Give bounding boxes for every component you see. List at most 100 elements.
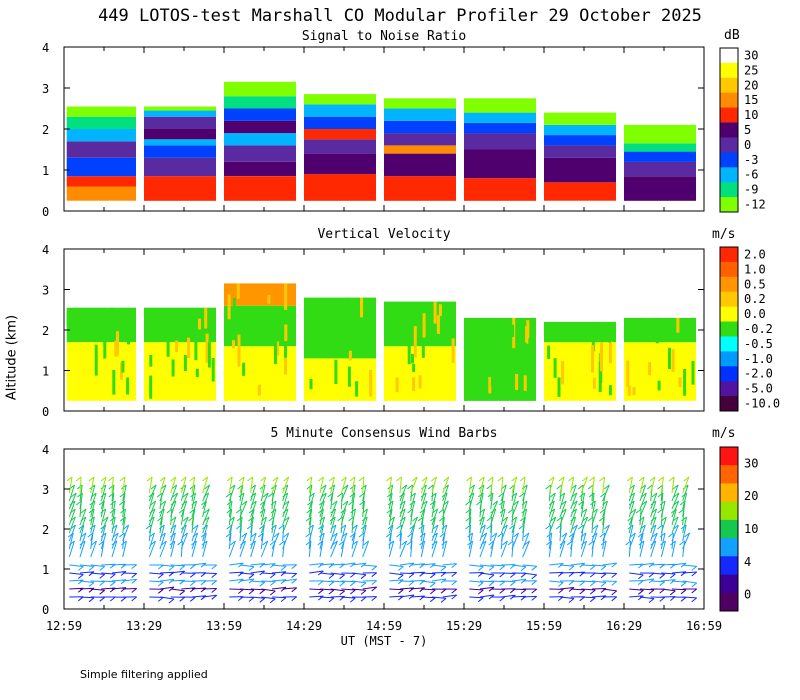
wind-barb-flag-41-12 [603, 484, 610, 490]
wind-barb-7-0 [159, 596, 175, 600]
wind-barb-29-10 [442, 500, 449, 518]
wind-barb-flag-44-2 [659, 581, 666, 587]
wind-barb-8-1 [170, 588, 185, 592]
wind-barb-43-2 [639, 578, 655, 582]
wind-barb-flag-42-5 [625, 540, 631, 546]
wind-barb-32-10 [490, 500, 499, 518]
wind-barb-flag-40-13 [589, 476, 595, 482]
wind-barb-17-8 [282, 516, 290, 534]
wind-barb-44-11 [650, 492, 658, 510]
wind-barb-flag-8-0 [179, 596, 186, 602]
wind-barb-12-4 [229, 562, 244, 566]
wind-barb-1-11 [79, 492, 83, 510]
wind-barb-flag-1-0 [88, 597, 95, 603]
wind-barb-34-5 [511, 540, 514, 558]
wind-barb-14-2 [250, 580, 265, 583]
vv-streak-0-2 [116, 331, 119, 356]
wind-barb-14-11 [250, 492, 257, 510]
wind-barb-flag-8-7 [170, 524, 177, 530]
wind-barb-43-1 [639, 588, 655, 591]
wind-barb-37-9 [559, 508, 567, 526]
wind-barb-flag-38-13 [568, 476, 574, 482]
wind-barb-11-1 [202, 588, 217, 590]
wind-barb-flag-7-13 [159, 476, 166, 482]
vv-unit: m/s [712, 227, 736, 242]
wind-barb-flag-40-11 [588, 492, 595, 498]
wind-barb-flag-4-9 [109, 508, 116, 514]
wind-barb-flag-44-0 [659, 597, 666, 602]
wind-barb-1-8 [79, 516, 87, 534]
wind-barb-flag-31-10 [476, 500, 482, 506]
wind-barb-44-6 [650, 532, 658, 550]
wind-barb-17-12 [282, 484, 289, 502]
vv-streak-3-13 [317, 324, 321, 339]
colorbar-label-2-4: 0 [744, 588, 751, 602]
wind-barb-17-6 [282, 532, 290, 550]
wind-barb-8-10 [170, 500, 177, 518]
wind-barb-26-7 [410, 524, 416, 542]
wind-barb-25-10 [399, 500, 406, 518]
wind-barb-flag-38-7 [571, 524, 578, 530]
wind-barb-46-1 [671, 588, 687, 591]
wind-barb-flag-41-1 [611, 590, 618, 596]
colorbar-label-2-3: 4 [744, 555, 751, 569]
snr-cell-1-7 [144, 106, 216, 111]
wind-barb-37-11 [559, 492, 566, 510]
wind-barb-11-13 [202, 476, 209, 494]
wind-barb-38-3 [570, 571, 585, 574]
wind-barb-4-7 [111, 524, 118, 542]
wind-barb-14-10 [250, 500, 257, 518]
colorbar-swatch-2-5 [720, 538, 738, 557]
wind-barb-29-13 [442, 476, 450, 494]
wind-barb-flag-33-11 [498, 492, 504, 498]
wind-barb-23-5 [362, 540, 370, 558]
wind-barb-flag-9-11 [182, 492, 189, 498]
wind-barb-34-0 [511, 595, 527, 598]
wind-barb-11-7 [202, 524, 208, 542]
wind-barb-0-4 [69, 564, 84, 567]
wind-barb-28-0 [431, 596, 447, 599]
colorbar-label-1-10: -10.0 [744, 397, 780, 411]
wind-barb-2-11 [90, 492, 97, 510]
wind-barb-43-10 [639, 500, 648, 518]
wind-barb-flag-3-2 [109, 581, 116, 587]
wind-barb-39-13 [580, 476, 588, 494]
wind-barb-flag-46-11 [673, 492, 680, 498]
wind-barb-30-2 [469, 580, 484, 583]
wind-barb-flag-0-11 [70, 492, 77, 498]
wind-barb-flag-20-10 [331, 500, 338, 506]
wind-barb-13-5 [239, 540, 247, 558]
wind-barb-31-1 [479, 586, 495, 590]
wind-barb-flag-7-4 [168, 566, 175, 571]
wind-barb-flag-12-13 [226, 476, 233, 482]
wind-barb-flag-31-2 [488, 581, 495, 587]
wind-barb-43-0 [639, 596, 655, 600]
wind-barb-4-5 [111, 540, 118, 558]
vv-streak-1-6 [198, 318, 201, 330]
snr-cell-6-4 [544, 124, 616, 136]
vv-cell-1-0 [144, 342, 216, 401]
vv-streak-5-7 [525, 325, 529, 343]
wind-barb-28-11 [431, 492, 437, 510]
wind-barb-flag-39-7 [578, 524, 584, 530]
wind-barb-flag-32-3 [499, 572, 506, 578]
wind-barb-24-12 [388, 484, 394, 502]
wind-barb-27-9 [420, 508, 426, 526]
wind-barb-flag-5-4 [131, 564, 138, 569]
wind-barb-flag-19-3 [328, 574, 335, 579]
wind-barb-flag-7-7 [158, 524, 165, 530]
wind-barb-26-1 [410, 587, 425, 590]
wind-barb-37-1 [559, 587, 575, 590]
wind-barb-30-5 [468, 540, 474, 558]
wind-barb-flag-31-13 [478, 476, 485, 482]
wind-barb-flag-43-11 [641, 492, 647, 498]
wind-barb-flag-9-5 [177, 540, 183, 546]
wind-barb-flag-5-2 [131, 579, 138, 584]
snr-cell-7-3 [624, 143, 696, 152]
wind-barb-flag-17-2 [291, 578, 298, 584]
wind-barb-flag-23-2 [371, 580, 378, 585]
wind-barb-flag-43-1 [648, 589, 655, 595]
wind-barb-10-6 [191, 532, 199, 550]
wind-barb-14-4 [250, 563, 265, 566]
